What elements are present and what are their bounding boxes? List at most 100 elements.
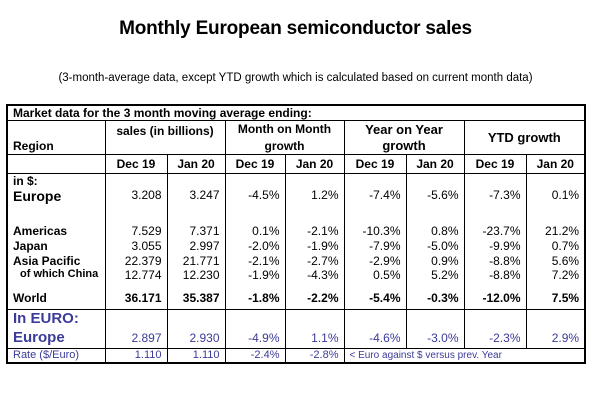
page-subtitle: (3-month-average data, except YTD growth… — [58, 72, 533, 84]
cell-value: 0.8% — [405, 223, 464, 238]
header-spacer — [7, 121, 105, 138]
table-row: Europe 3.208 3.247 -4.5% 1.2% -7.4% -5.6… — [7, 188, 586, 210]
cell-value: 22.379 — [104, 253, 167, 268]
cell-value: -0.3% — [405, 288, 464, 310]
header-row-1: sales (in billions) Month on Month Year … — [7, 120, 586, 155]
header-mom-line1: Month on Month — [224, 120, 344, 138]
cell-value: -2.1% — [224, 253, 285, 268]
cell-value: 7.371 — [166, 223, 225, 238]
table-caption: Market data for the 3 month moving avera… — [7, 105, 586, 121]
period-header: Jan 20 — [166, 154, 225, 174]
cell-value: 0.1% — [525, 188, 586, 210]
cell-value: 2.897 — [104, 328, 167, 349]
cell-value: 5.6% — [525, 253, 586, 268]
header-ytd: YTD growth — [463, 120, 586, 155]
cell-value: -10.3% — [343, 223, 406, 238]
cell-value: -5.6% — [405, 188, 464, 210]
cell-value: -8.8% — [463, 253, 526, 268]
cell-value: 7.5% — [525, 288, 586, 310]
cell-value: -4.6% — [343, 328, 406, 349]
period-header: Jan 20 — [405, 154, 464, 174]
cell-value: -23.7% — [463, 223, 526, 238]
header-yoy-line2: growth — [343, 137, 464, 155]
cell-value: -4.5% — [224, 188, 285, 210]
spacer-row — [7, 210, 586, 223]
table-row: Japan 3.055 2.997 -2.0% -1.9% -7.9% -5.0… — [7, 238, 586, 253]
cell-value: -1.9% — [284, 238, 344, 253]
cell-value: 2.9% — [525, 328, 586, 349]
cell-value: -2.3% — [463, 328, 526, 349]
cell-value: -7.9% — [343, 238, 406, 253]
page-title: Monthly European semiconductor sales — [119, 18, 472, 39]
period-header: Dec 19 — [343, 154, 406, 174]
row-region: Japan — [13, 238, 48, 253]
cell-value: -8.8% — [463, 268, 526, 288]
cell-value: -2.0% — [224, 238, 285, 253]
period-row: Dec 19 Jan 20 Dec 19 Jan 20 Dec 19 Jan 2… — [7, 154, 586, 174]
cell-value: -4.3% — [284, 268, 344, 288]
semiconductor-sales-table: Market data for the 3 month moving avera… — [6, 104, 587, 364]
period-header: Dec 19 — [104, 154, 167, 174]
rate-row: Rate ($/Euro) 1.110 1.110 -2.4% -2.8% < … — [7, 348, 586, 363]
cell-value: -2.8% — [284, 348, 344, 363]
cell-value: -5.4% — [343, 288, 406, 310]
cell-value: 1.110 — [104, 348, 167, 363]
cell-value: 1.2% — [284, 188, 344, 210]
cell-value: -7.4% — [343, 188, 406, 210]
cell-value: -4.9% — [224, 328, 285, 349]
table-caption-row: Market data for the 3 month moving avera… — [7, 105, 586, 121]
cell-value: -2.4% — [224, 348, 285, 363]
cell-value: -5.0% — [405, 238, 464, 253]
period-header: Jan 20 — [525, 154, 586, 174]
world-row: World 36.171 35.387 -1.8% -2.2% -5.4% -0… — [7, 288, 586, 310]
row-region: Asia Pacific — [13, 253, 81, 268]
cell-value: 3.055 — [104, 238, 167, 253]
table-row: of which China 12.774 12.230 -1.9% -4.3%… — [7, 268, 586, 288]
cell-value: 36.171 — [104, 288, 167, 310]
cell-value: 21.2% — [525, 223, 586, 238]
in-euro-row: In EURO: — [7, 309, 586, 328]
period-spacer — [7, 154, 105, 174]
cell-value: 21.771 — [166, 253, 225, 268]
cell-value: -2.2% — [284, 288, 344, 310]
cell-value: 7.2% — [525, 268, 586, 288]
cell-value: -2.7% — [284, 253, 344, 268]
row-region: World — [7, 288, 105, 310]
cell-value: 0.7% — [525, 238, 586, 253]
row-region: Americas — [13, 223, 68, 238]
cell-value: 12.774 — [104, 268, 167, 288]
cell-value: 2.997 — [166, 238, 225, 253]
in-usd-label: in $: — [13, 174, 38, 188]
rate-label: Rate ($/Euro) — [13, 349, 80, 362]
header-row-2: Region growth growth — [7, 137, 585, 155]
cell-value: -1.8% — [224, 288, 285, 310]
header-sales: sales (in billions) — [104, 120, 225, 155]
rate-note: < Euro against $ versus prev. Year — [343, 348, 586, 363]
cell-value: -3.0% — [405, 328, 464, 349]
row-region: of which China — [20, 268, 99, 280]
row-region: Europe — [13, 188, 62, 204]
cell-value: 0.5% — [343, 268, 406, 288]
in-euro-label: In EURO: — [13, 310, 79, 328]
cell-value: 0.1% — [224, 223, 285, 238]
cell-value: 35.387 — [166, 288, 225, 310]
europe-euro-row: Europe 2.897 2.930 -4.9% 1.1% -4.6% -3.0… — [7, 328, 586, 349]
cell-value: -2.9% — [343, 253, 406, 268]
cell-value: 2.930 — [166, 328, 225, 349]
cell-value: 7.529 — [104, 223, 167, 238]
header-region: Region — [13, 138, 54, 153]
cell-value: -7.3% — [463, 188, 526, 210]
cell-value: 12.230 — [166, 268, 225, 288]
cell-value: -9.9% — [463, 238, 526, 253]
header-yoy-line1: Year on Year — [343, 120, 464, 138]
cell-value: -1.9% — [224, 268, 285, 288]
table-row: Asia Pacific 22.379 21.771 -2.1% -2.7% -… — [7, 253, 586, 268]
cell-value: 3.247 — [166, 188, 225, 210]
header-mom-line2: growth — [224, 137, 344, 155]
period-header: Dec 19 — [224, 154, 285, 174]
cell-value: 5.2% — [405, 268, 464, 288]
period-header: Dec 19 — [463, 154, 526, 174]
cell-value: -12.0% — [463, 288, 526, 310]
in-usd-row: in $: — [7, 173, 586, 188]
row-region: Europe — [7, 328, 105, 349]
